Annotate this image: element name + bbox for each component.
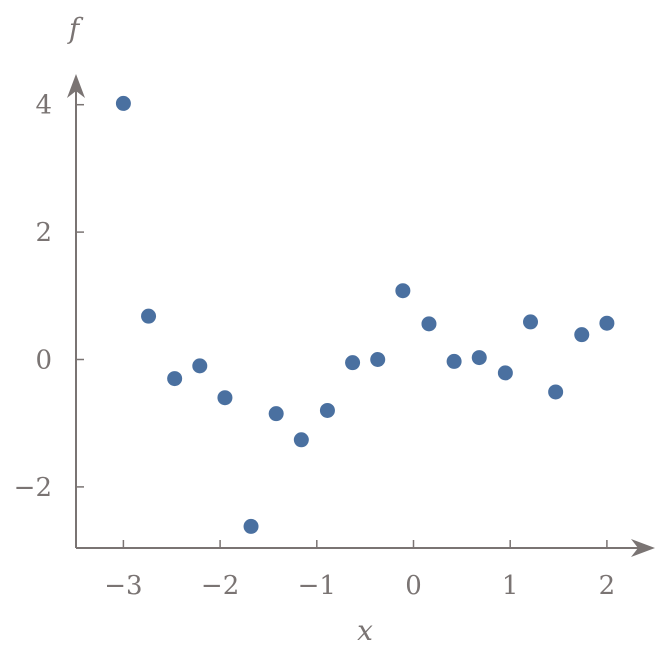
- y-tick-label: 2: [35, 218, 52, 248]
- data-point: [497, 365, 513, 381]
- data-point: [268, 406, 284, 422]
- data-point: [523, 314, 539, 330]
- y-tick-label: 0: [35, 346, 52, 376]
- x-tick-label: −1: [298, 571, 336, 601]
- data-point: [319, 402, 335, 418]
- data-point: [345, 355, 361, 371]
- x-tick-label: −3: [104, 571, 142, 601]
- data-point: [395, 283, 411, 299]
- data-point: [141, 308, 157, 324]
- data-point: [217, 390, 233, 406]
- y-tick-label: −2: [14, 473, 52, 503]
- data-point: [115, 95, 131, 111]
- x-tick-label: 2: [599, 571, 616, 601]
- data-point: [370, 352, 386, 367]
- x-tick-label: 1: [502, 571, 519, 601]
- y-tick-label: 4: [35, 91, 52, 121]
- y-axis: −2 0 2 4 f: [14, 12, 85, 548]
- x-tick-label: 0: [405, 571, 422, 601]
- y-axis-arrow-icon: [67, 74, 85, 98]
- data-point: [471, 350, 487, 366]
- data-point: [548, 384, 564, 400]
- data-point: [293, 432, 309, 448]
- data-point: [421, 316, 437, 332]
- x-ticks: −3 −2 −1 0 1 2: [104, 540, 615, 601]
- data-points: [115, 95, 615, 534]
- x-axis-arrow-icon: [631, 539, 655, 557]
- data-point: [574, 327, 590, 343]
- data-point: [599, 315, 615, 331]
- data-point: [243, 518, 259, 534]
- data-point: [192, 358, 208, 374]
- data-point: [446, 353, 462, 369]
- y-ticks: −2 0 2 4: [14, 91, 84, 503]
- x-axis: −3 −2 −1 0 1 2 x: [76, 539, 655, 647]
- x-axis-title: x: [357, 614, 373, 647]
- x-tick-label: −2: [201, 571, 239, 601]
- data-point: [167, 371, 183, 387]
- y-axis-title: f: [67, 12, 84, 45]
